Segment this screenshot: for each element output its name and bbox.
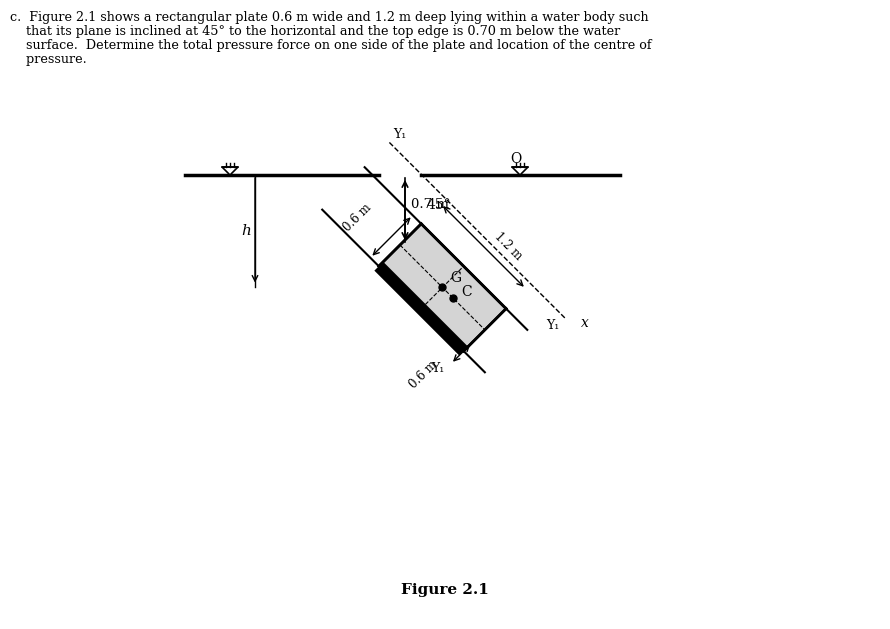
Polygon shape (512, 167, 528, 175)
Text: Y₁: Y₁ (393, 128, 407, 142)
Text: Figure 2.1: Figure 2.1 (401, 583, 489, 597)
Text: pressure.: pressure. (10, 53, 86, 66)
Text: 45°: 45° (426, 198, 451, 212)
Text: Y₁: Y₁ (546, 320, 560, 332)
Text: C: C (461, 285, 472, 299)
Text: 0.6 m: 0.6 m (407, 358, 440, 391)
Text: 0.7 m: 0.7 m (411, 199, 449, 211)
Text: that its plane is inclined at 45° to the horizontal and the top edge is 0.70 m b: that its plane is inclined at 45° to the… (10, 25, 620, 38)
Text: Y₁: Y₁ (431, 362, 444, 375)
Text: h: h (241, 224, 251, 238)
Text: 0.6 m: 0.6 m (341, 201, 374, 235)
Text: surface.  Determine the total pressure force on one side of the plate and locati: surface. Determine the total pressure fo… (10, 39, 651, 52)
Polygon shape (379, 224, 506, 351)
Text: G: G (450, 272, 462, 286)
Text: O: O (510, 152, 522, 166)
Text: c.  Figure 2.1 shows a rectangular plate 0.6 m wide and 1.2 m deep lying within : c. Figure 2.1 shows a rectangular plate … (10, 11, 649, 24)
Text: 1.2 m: 1.2 m (491, 230, 524, 263)
Text: x: x (581, 316, 589, 330)
Polygon shape (222, 167, 238, 175)
